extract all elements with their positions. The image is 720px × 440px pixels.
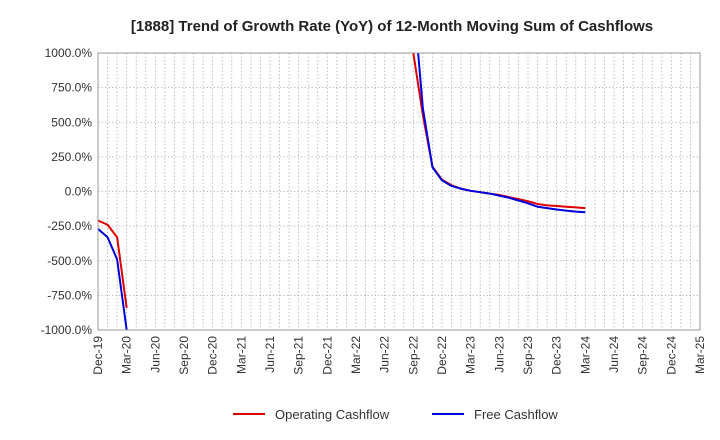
legend: Operating Cashflow Free Cashflow [233,407,558,422]
x-tick-label: Mar-23 [464,336,478,374]
x-tick-label: Mar-24 [578,336,592,374]
x-tick-label: Mar-21 [234,336,248,374]
y-tick-label: -250.0% [47,219,92,233]
x-tick-label: Mar-25 [693,336,707,374]
x-tick-label: Jun-21 [263,336,277,373]
x-tick-label: Dec-20 [206,336,220,375]
series-line-free-cashflow [417,53,586,214]
y-tick-label: -1000.0% [41,323,93,337]
legend-label: Operating Cashflow [275,407,390,422]
x-tick-label: Jun-20 [148,336,162,373]
x-tick-label: Sep-23 [521,336,535,375]
y-tick-label: 0.0% [65,185,93,199]
x-tick-label: Sep-22 [406,336,420,375]
x-tick-label: Sep-21 [292,336,306,375]
series-line-free-cashflow [98,228,128,330]
plot-lines [98,53,586,330]
x-tick-label: Dec-21 [320,336,334,375]
y-tick-label: -750.0% [47,288,92,302]
y-tick-label: 750.0% [51,81,92,95]
y-tick-label: 500.0% [51,115,92,129]
chart-title: [1888] Trend of Growth Rate (YoY) of 12-… [131,18,653,35]
x-tick-label: Jun-23 [492,336,506,373]
y-tick-label: 250.0% [51,150,92,164]
x-tick-label: Dec-23 [550,336,564,375]
plot-frame [97,52,701,331]
x-tick-label: Dec-19 [91,336,105,375]
y-tick-label: -500.0% [47,254,92,268]
x-tick-label: Sep-24 [636,336,650,375]
x-tick-label: Mar-20 [120,336,134,374]
grid [98,53,700,330]
x-tick-label: Sep-20 [177,336,191,375]
x-tick-label: Dec-22 [435,336,449,375]
legend-label: Free Cashflow [474,407,558,422]
x-tick-label: Mar-22 [349,336,363,374]
y-tick-label: 1000.0% [45,46,93,60]
y-axis-ticks: 1000.0% 750.0% 500.0% 250.0% 0.0% -250.0% -500… [41,46,93,337]
x-tick-label: Jun-22 [378,336,392,373]
x-tick-label: Dec-24 [664,336,678,375]
series-line-operating-cashflow [98,219,128,308]
x-tick-label: Jun-24 [607,336,621,373]
x-axis-ticks: Dec-19 Mar-20 Jun-20 Sep-20 Dec-20 Mar-21 Jun-… [91,336,707,375]
